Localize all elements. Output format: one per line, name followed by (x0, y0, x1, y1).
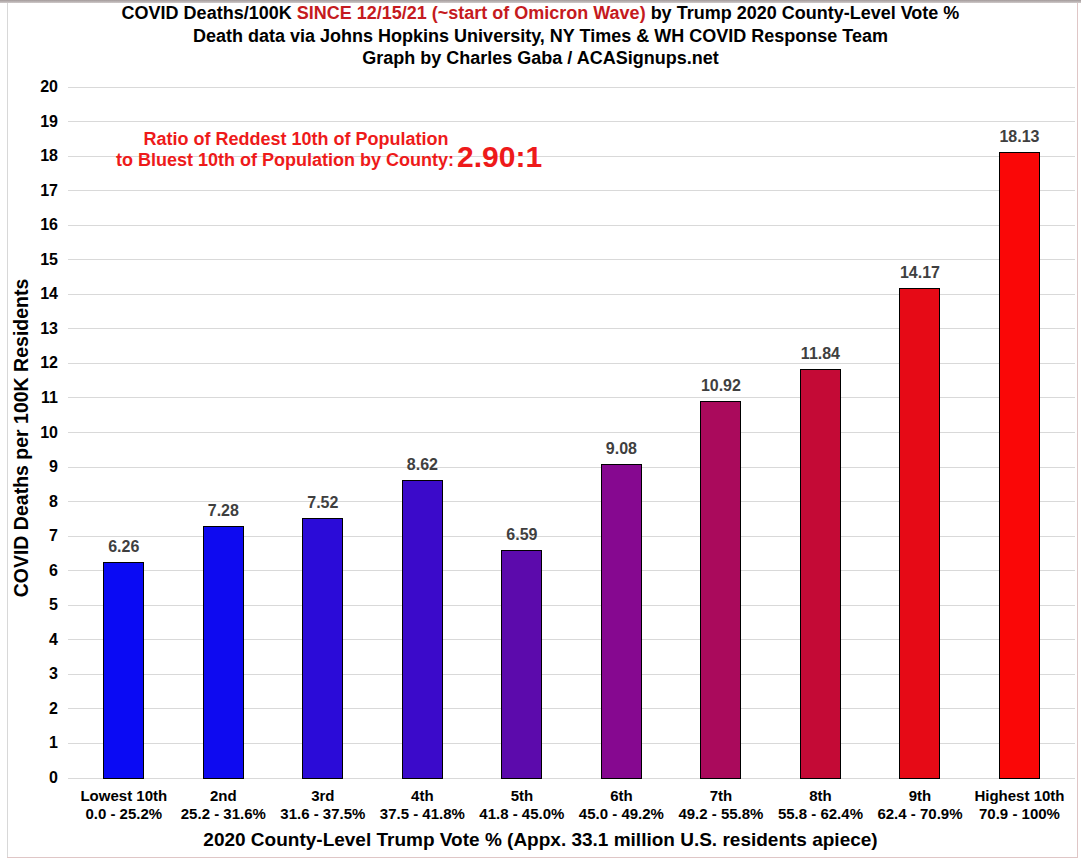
chart-title-line3: Graph by Charles Gaba / ACASignups.net (0, 47, 1081, 70)
chart-frame-left (7, 3, 8, 858)
y-tick-label: 16 (18, 216, 58, 234)
y-tick-label: 5 (18, 596, 58, 614)
ratio-annotation-text: Ratio of Reddest 10th of Population to B… (115, 129, 455, 171)
gridline (68, 87, 1075, 88)
gridline (68, 121, 1075, 122)
bar-value-label: 9.08 (561, 439, 681, 459)
ratio-annotation: Ratio of Reddest 10th of Population to B… (115, 129, 542, 171)
ratio-annotation-line1: Ratio of Reddest 10th of Population (126, 129, 466, 150)
bar-value-label: 10.92 (661, 376, 781, 396)
bar (203, 526, 244, 779)
title-part-red: SINCE 12/15/21 (~start of Omicron Wave) (297, 3, 646, 23)
chart-title-line2: Death data via Johns Hopkins University,… (0, 25, 1081, 48)
x-category-range: 70.9 - 100% (949, 805, 1081, 823)
y-tick-label: 18 (18, 147, 58, 165)
title-part-black2: by Trump 2020 County-Level Vote % (646, 3, 960, 23)
title-part-black1: COVID Deaths/100K (122, 3, 297, 23)
y-tick-label: 19 (18, 113, 58, 131)
x-axis-title: 2020 County-Level Trump Vote % (Appx. 33… (0, 829, 1081, 851)
y-tick-label: 2 (18, 700, 58, 718)
bar (700, 401, 741, 779)
gridline (68, 225, 1075, 226)
chart-frame-bottom (7, 857, 1078, 858)
chart-page: { "title": { "line1_black1": "COVID Deat… (0, 0, 1081, 865)
y-tick-label: 1 (18, 734, 58, 752)
ratio-annotation-line2: to Bluest 10th of Population by County: (115, 150, 455, 171)
y-tick-label: 14 (18, 285, 58, 303)
y-tick-label: 20 (18, 78, 58, 96)
x-category-name: Highest 10th (949, 787, 1081, 805)
bar (501, 550, 542, 779)
bar (402, 480, 443, 779)
y-tick-label: 11 (18, 389, 58, 407)
bar (999, 152, 1040, 779)
y-tick-label: 15 (18, 251, 58, 269)
y-tick-label: 9 (18, 458, 58, 476)
chart-title-block: COVID Deaths/100K SINCE 12/15/21 (~start… (0, 2, 1081, 70)
bar (800, 369, 841, 779)
gridline (68, 259, 1075, 260)
gridline (68, 190, 1075, 191)
bar-value-label: 6.59 (462, 525, 582, 545)
y-tick-label: 17 (18, 182, 58, 200)
ratio-value: 2.90:1 (457, 143, 542, 171)
bar-value-label: 18.13 (959, 127, 1079, 147)
y-tick-label: 4 (18, 631, 58, 649)
bar-value-label: 8.62 (362, 455, 482, 475)
bar (302, 518, 343, 779)
bar-value-label: 14.17 (860, 263, 980, 283)
bar-value-label: 7.52 (263, 493, 383, 513)
y-tick-label: 3 (18, 665, 58, 683)
y-tick-label: 8 (18, 493, 58, 511)
y-tick-label: 13 (18, 320, 58, 338)
y-tick-label: 10 (18, 424, 58, 442)
y-tick-label: 6 (18, 562, 58, 580)
bar-value-label: 11.84 (760, 344, 880, 364)
bar (601, 464, 642, 779)
bar-value-label: 6.26 (64, 537, 184, 557)
x-category-label: Highest 10th70.9 - 100% (949, 787, 1081, 823)
y-tick-label: 0 (18, 769, 58, 787)
bar (899, 288, 940, 779)
chart-title-line1: COVID Deaths/100K SINCE 12/15/21 (~start… (0, 2, 1081, 25)
y-tick-label: 7 (18, 527, 58, 545)
y-tick-label: 12 (18, 354, 58, 372)
bar (103, 562, 144, 779)
